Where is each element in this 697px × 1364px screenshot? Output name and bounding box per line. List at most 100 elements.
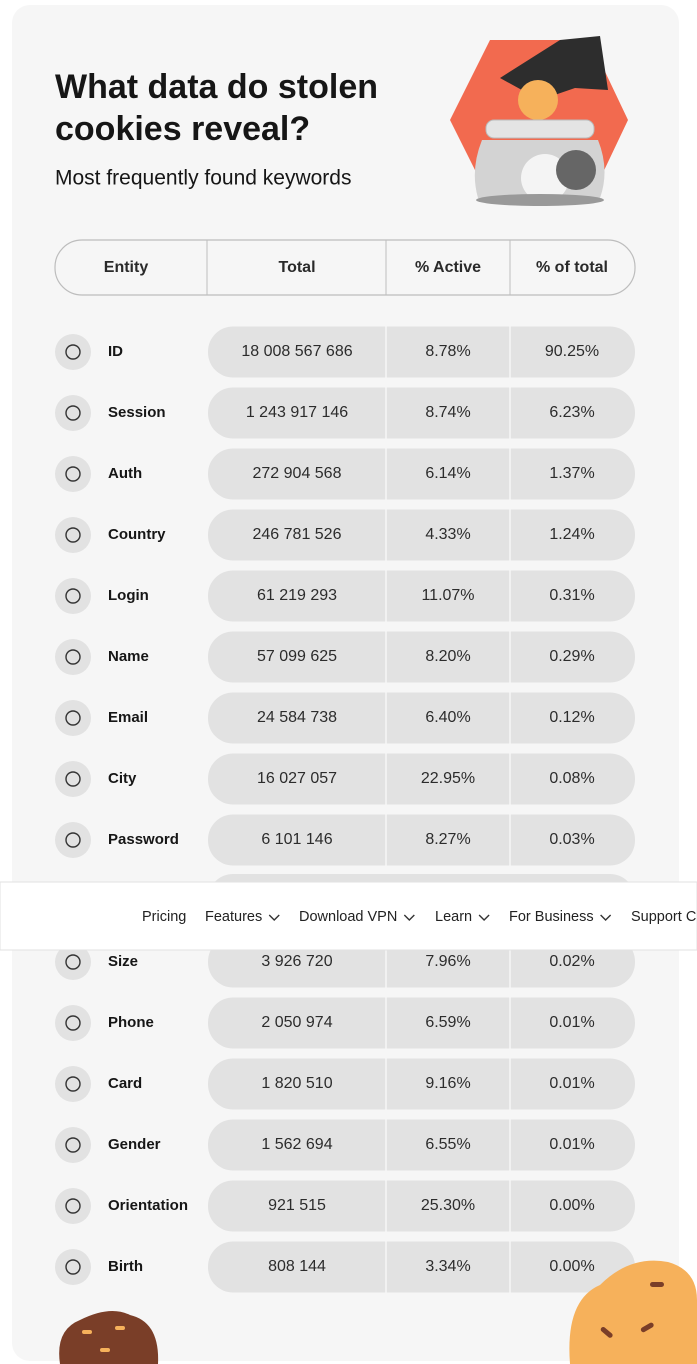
entity-icon <box>55 517 91 553</box>
row-pill <box>208 509 635 561</box>
entity-label: Birth <box>108 1258 143 1275</box>
cell-value: 1 562 694 <box>261 1136 332 1153</box>
row-pill <box>208 753 635 805</box>
cell-value: 6.23% <box>549 404 594 421</box>
cell-value: 0.29% <box>549 648 594 665</box>
nav-chevron <box>268 914 280 921</box>
table-row: Session 1 243 917 146 8.74% 6.23% <box>55 387 635 439</box>
entity-icon <box>55 1127 91 1163</box>
entity-icon <box>55 334 91 370</box>
cell-value: 1 820 510 <box>261 1075 332 1092</box>
entity-icon <box>55 700 91 736</box>
table-row: Orientation 921 515 25.30% 0.00% <box>55 1180 635 1232</box>
cell-value: 22.95% <box>421 770 475 787</box>
nav-link[interactable]: Pricing <box>142 909 186 925</box>
cell-value: 4.33% <box>425 526 470 543</box>
entity-icon <box>55 944 91 980</box>
nav-chevron <box>403 914 415 921</box>
cell-value: 0.00% <box>549 1258 594 1275</box>
table-row: Phone 2 050 974 6.59% 0.01% <box>55 997 635 1049</box>
cell-value: 11.07% <box>421 587 474 604</box>
entity-label: Session <box>108 404 166 421</box>
nav-link[interactable]: Learn <box>435 909 472 925</box>
row-pill <box>208 1058 635 1110</box>
subtitle: Most frequently found keywords <box>55 167 351 190</box>
cell-value: 1.37% <box>549 465 594 482</box>
cell-value: 0.02% <box>549 953 594 970</box>
entity-icon <box>55 578 91 614</box>
table-row: Login 61 219 293 11.07% 0.31% <box>55 570 635 622</box>
row-pill <box>208 387 635 439</box>
entity-icon <box>55 395 91 431</box>
cell-value: 8.74% <box>425 404 470 421</box>
entity-icon-glyph <box>65 588 81 604</box>
cell-value: 61 219 293 <box>257 587 337 604</box>
cell-value: 9.16% <box>425 1075 470 1092</box>
cell-value: 18 008 567 686 <box>241 343 352 360</box>
cell-value: 7.96% <box>425 953 470 970</box>
cell-value: 8.78% <box>425 343 470 360</box>
table-row: Country 246 781 526 4.33% 1.24% <box>55 509 635 561</box>
entity-label: Size <box>108 953 138 970</box>
cell-value: 3 926 720 <box>261 953 332 970</box>
cell-value: 246 781 526 <box>253 526 342 543</box>
cell-value: 25.30% <box>421 1197 475 1214</box>
entity-icon-glyph <box>65 771 81 787</box>
cell-value: 3.34% <box>425 1258 470 1275</box>
cell-value: 0.08% <box>549 770 594 787</box>
title: cookies reveal? <box>55 110 310 148</box>
table-row: City 16 027 057 22.95% 0.08% <box>55 753 635 805</box>
column-header: Entity <box>104 259 149 276</box>
entity-icon <box>55 639 91 675</box>
entity-icon-glyph <box>65 1076 81 1092</box>
entity-icon-glyph <box>65 466 81 482</box>
entity-icon-glyph <box>65 1198 81 1214</box>
entity-icon-glyph <box>65 1137 81 1153</box>
nav-link[interactable]: Download VPN <box>299 909 397 925</box>
entity-label: Login <box>108 587 149 604</box>
table-row: Password 6 101 146 8.27% 0.03% <box>55 814 635 866</box>
table-row: Card 1 820 510 9.16% 0.01% <box>55 1058 635 1110</box>
entity-icon <box>55 761 91 797</box>
table-row: Auth 272 904 568 6.14% 1.37% <box>55 448 635 500</box>
nav-link[interactable]: For Business <box>509 909 594 925</box>
table-row: ID 18 008 567 686 8.78% 90.25% <box>55 326 635 378</box>
nav-link[interactable]: Support C <box>631 909 696 925</box>
row-pill <box>208 1119 635 1171</box>
entity-icon-glyph <box>65 344 81 360</box>
title: What data do stolen <box>55 68 378 106</box>
cell-value: 24 584 738 <box>257 709 337 726</box>
entity-icon-glyph <box>65 954 81 970</box>
entity-icon-glyph <box>65 1015 81 1031</box>
entity-icon <box>55 1005 91 1041</box>
entity-label: Phone <box>108 1014 154 1031</box>
row-pill <box>208 570 635 622</box>
cell-value: 16 027 057 <box>257 770 337 787</box>
cell-value: 0.01% <box>549 1136 594 1153</box>
entity-icon-glyph <box>65 527 81 543</box>
cell-value: 272 904 568 <box>253 465 342 482</box>
column-header: Total <box>278 259 315 276</box>
cell-value: 0.12% <box>549 709 594 726</box>
row-pill <box>208 448 635 500</box>
row-pill <box>208 692 635 744</box>
table-row: Birth 808 144 3.34% 0.00% <box>55 1241 635 1293</box>
cell-value: 921 515 <box>268 1197 326 1214</box>
entity-icon <box>55 1188 91 1224</box>
cell-value: 1.24% <box>549 526 594 543</box>
entity-label: City <box>108 770 137 787</box>
row-pill <box>208 631 635 683</box>
row-pill <box>208 1180 635 1232</box>
nav-link[interactable]: Features <box>205 909 262 925</box>
entity-label: Gender <box>108 1136 161 1153</box>
cell-value: 6.14% <box>425 465 470 482</box>
entity-label: Email <box>108 709 148 726</box>
cell-value: 6 101 146 <box>261 831 332 848</box>
jar-illustration <box>450 36 628 206</box>
cookie-decoration <box>59 1260 697 1364</box>
row-pill <box>208 326 635 378</box>
cell-value: 2 050 974 <box>261 1014 332 1031</box>
column-header: % Active <box>415 259 481 276</box>
